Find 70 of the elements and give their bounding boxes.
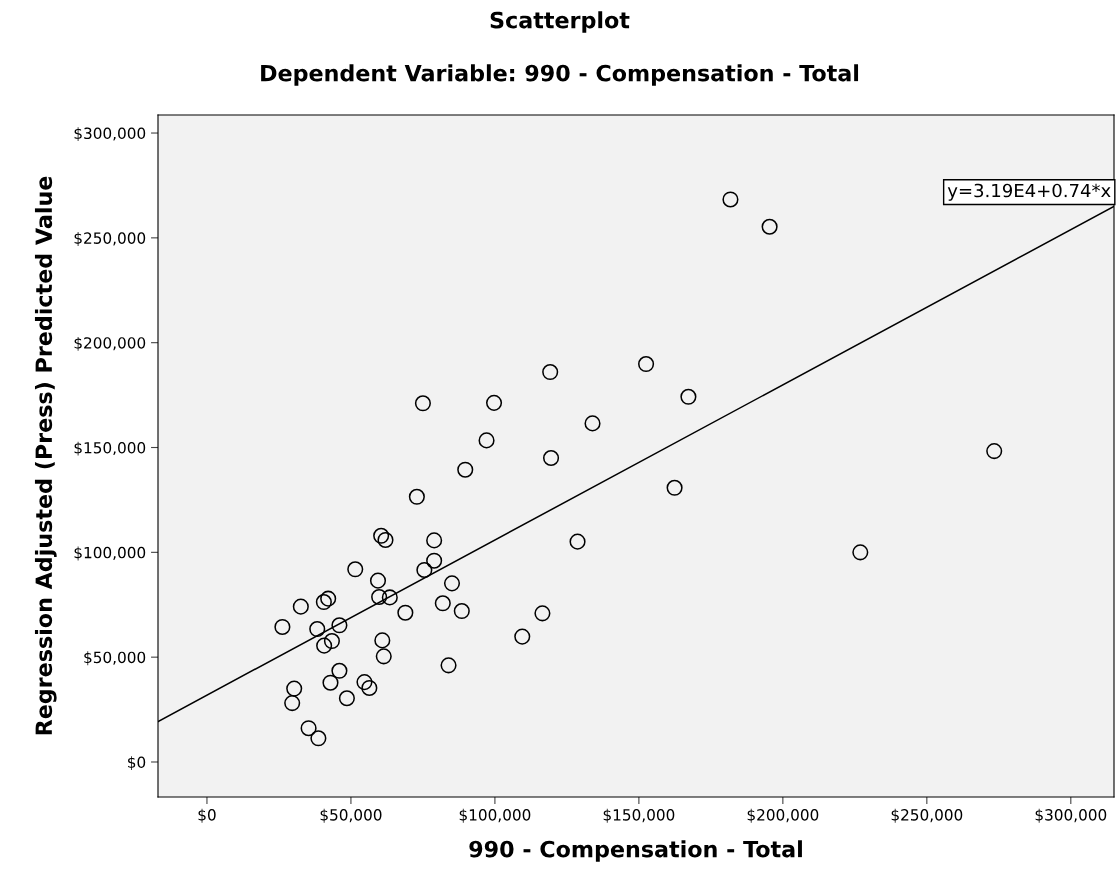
point bbox=[722, 191, 739, 208]
x-tick-label: $300,000 bbox=[1035, 808, 1107, 823]
point bbox=[286, 680, 303, 697]
point bbox=[986, 443, 1003, 460]
y-axis-title: Regression Adjusted (Press) Predicted Value bbox=[34, 176, 57, 735]
y-tick-label: $0 bbox=[128, 756, 146, 771]
point bbox=[534, 605, 551, 622]
x-tick-label: $200,000 bbox=[747, 808, 819, 823]
point bbox=[374, 632, 391, 649]
point bbox=[569, 533, 586, 550]
point bbox=[542, 449, 560, 467]
chart-title: Scatterplot bbox=[490, 11, 630, 33]
y-tick-label: $50,000 bbox=[84, 651, 146, 666]
x-tick-label: $150,000 bbox=[603, 808, 675, 823]
point bbox=[514, 628, 531, 645]
x-axis-title: 990 - Compensation - Total bbox=[469, 840, 802, 862]
point bbox=[309, 621, 326, 638]
point bbox=[338, 690, 355, 707]
point bbox=[457, 461, 474, 478]
point bbox=[485, 394, 503, 411]
point bbox=[414, 395, 431, 412]
x-tick-label: $0 bbox=[198, 808, 216, 823]
point bbox=[284, 695, 301, 712]
y-tick-label: $150,000 bbox=[74, 441, 146, 456]
point bbox=[381, 589, 398, 606]
point bbox=[377, 531, 394, 549]
point bbox=[408, 488, 425, 505]
x-tick-label: $50,000 bbox=[320, 808, 382, 823]
point bbox=[320, 590, 337, 607]
y-tick-label: $100,000 bbox=[74, 546, 146, 561]
point bbox=[680, 388, 697, 405]
x-tick-label: $250,000 bbox=[891, 808, 963, 823]
point bbox=[315, 593, 332, 611]
point bbox=[584, 415, 601, 432]
point bbox=[416, 561, 433, 579]
point bbox=[274, 618, 291, 636]
annotation: y=3.19E4+0.74*x bbox=[947, 183, 1111, 201]
point bbox=[356, 674, 373, 691]
point bbox=[347, 561, 364, 578]
point bbox=[361, 679, 378, 697]
point bbox=[478, 432, 495, 449]
point bbox=[316, 637, 333, 654]
point bbox=[434, 595, 451, 612]
y-tick-label: $250,000 bbox=[74, 232, 146, 246]
point bbox=[331, 662, 348, 679]
point bbox=[373, 527, 390, 544]
point bbox=[440, 657, 457, 674]
x-tick-label: $100,000 bbox=[459, 808, 531, 823]
point bbox=[371, 588, 388, 606]
point bbox=[310, 730, 327, 747]
y-tick-label: $300,000 bbox=[74, 127, 146, 142]
point bbox=[300, 720, 317, 737]
point bbox=[323, 632, 340, 650]
point bbox=[638, 356, 655, 373]
point bbox=[761, 218, 778, 235]
point bbox=[369, 572, 387, 589]
point bbox=[322, 674, 339, 691]
point bbox=[443, 575, 461, 592]
point bbox=[426, 532, 443, 549]
point bbox=[292, 598, 309, 615]
point bbox=[453, 602, 470, 620]
point bbox=[426, 552, 443, 569]
point bbox=[397, 604, 414, 621]
point bbox=[331, 617, 348, 634]
point bbox=[666, 479, 683, 496]
point bbox=[375, 648, 392, 665]
point bbox=[542, 363, 559, 381]
chart-subtitle: Dependent Variable: 990 - Compensation - Total bbox=[261, 64, 859, 86]
y-tick-label: $200,000 bbox=[74, 336, 146, 351]
point bbox=[852, 544, 869, 561]
